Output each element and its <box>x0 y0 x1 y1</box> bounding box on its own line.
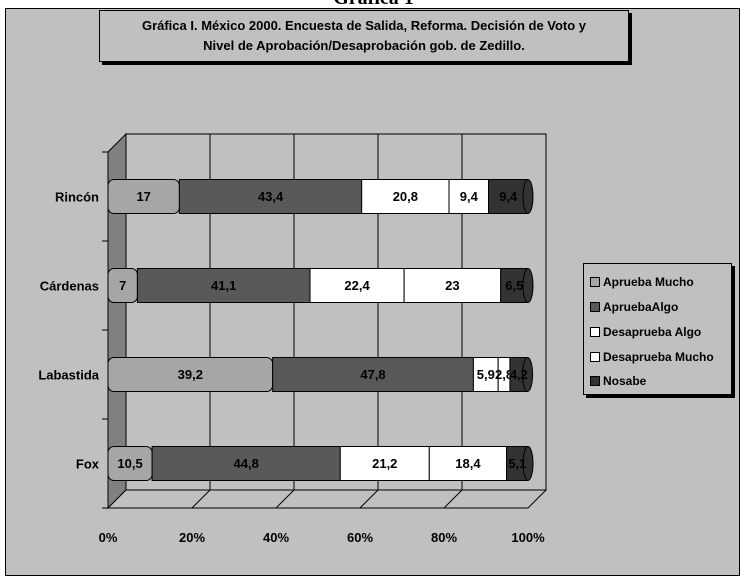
gridline-floor <box>443 489 463 509</box>
bar-segment <box>339 446 430 481</box>
data-label: 41,1 <box>211 278 236 293</box>
legend-label-desaprueba-mucho: Desaprueba Mucho <box>603 350 714 364</box>
bar-group-2: 39,2 47,8 5,9 2,84,2 <box>107 357 534 392</box>
legend-item-desaprueba-mucho: Desaprueba Mucho <box>590 347 714 367</box>
data-label: 2,8 <box>495 367 513 382</box>
bar-segment <box>151 446 341 481</box>
bar-segment <box>178 179 363 214</box>
data-label: 20,8 <box>393 189 418 204</box>
bar-segment <box>448 179 490 214</box>
data-label: 7 <box>119 278 126 293</box>
legend-label-aprueba-mucho: Aprueba Mucho <box>603 275 694 289</box>
data-label: 47,8 <box>360 367 385 382</box>
bar-group-3: 10,5 44,8 21,2 18,4 5,1 <box>107 446 534 481</box>
bar-cap <box>522 357 534 392</box>
legend-swatch-nosabe <box>590 376 600 386</box>
legend-item-desaprueba-algo: Desaprueba Algo <box>590 322 701 342</box>
gridline-floor <box>275 489 295 509</box>
data-label: 39,2 <box>178 367 203 382</box>
page-header-text: Gráfica 1 <box>0 0 747 8</box>
bar-cap <box>522 446 534 481</box>
data-label: 22,4 <box>344 278 370 293</box>
x-tick-label: 60% <box>347 530 373 545</box>
data-label: 5,9 <box>477 367 495 382</box>
legend-item-aprueba-mucho: Aprueba Mucho <box>590 272 694 292</box>
category-label: Rincón <box>55 190 99 205</box>
data-label: 9,4 <box>460 189 479 204</box>
bar-segment <box>272 357 474 392</box>
chart-title: Gráfica I. México 2000. Encuesta de Sali… <box>99 10 629 62</box>
data-label: 44,8 <box>234 456 259 471</box>
bar-group-1: 7 41,1 22,4 23 6,5 <box>107 268 534 303</box>
data-label: 18,4 <box>455 456 481 471</box>
bar-segment <box>309 268 405 303</box>
floor <box>106 489 548 509</box>
page-header: Gráfica 1 <box>0 0 747 8</box>
data-label: 4,2 <box>510 367 528 382</box>
data-label: 10,5 <box>117 456 142 471</box>
bar-segment <box>403 268 502 303</box>
bar-segment <box>361 179 450 214</box>
legend-swatch-aprueba-mucho <box>590 277 600 287</box>
gridline-floor <box>359 489 379 509</box>
legend-swatch-desaprueba-mucho <box>590 352 600 362</box>
legend-item-aprueba-algo: ApruebaAlgo <box>590 297 678 317</box>
bar-cap <box>522 268 534 303</box>
x-tick-label: 20% <box>179 530 205 545</box>
legend-label-desaprueba-algo: Desaprueba Algo <box>603 325 702 339</box>
category-label: Cárdenas <box>40 279 99 294</box>
data-label: 9,4 <box>499 189 518 204</box>
legend-item-nosabe: Nosabe <box>590 371 646 391</box>
gridline-floor <box>191 489 211 509</box>
legend-label-aprueba-algo: ApruebaAlgo <box>603 300 679 314</box>
legend-label-nosabe: Nosabe <box>603 374 647 388</box>
bar-group-0: 17 43,4 20,8 9,4 9,4 <box>107 179 534 214</box>
data-label: 21,2 <box>372 456 397 471</box>
bar-segment <box>472 357 499 392</box>
category-label: Fox <box>76 457 100 472</box>
data-label: 17 <box>136 189 150 204</box>
data-label: 23 <box>445 278 459 293</box>
data-label: 43,4 <box>258 189 284 204</box>
x-tick-label: 100% <box>511 530 545 545</box>
data-label: 5,1 <box>508 456 526 471</box>
legend-swatch-aprueba-algo <box>590 302 600 312</box>
data-label: 6,5 <box>505 278 523 293</box>
chart-title-line-2: Nivel de Aprobación/Desaprobación gob. d… <box>203 38 525 53</box>
category-label: Labastida <box>38 368 99 383</box>
chart-legend: Aprueba Mucho ApruebaAlgo Desaprueba Alg… <box>583 263 732 395</box>
bar-cap <box>522 179 534 214</box>
bar-segment <box>136 268 311 303</box>
bar-segment <box>428 446 508 481</box>
x-tick-label: 40% <box>263 530 289 545</box>
legend-swatch-desaprueba-algo <box>590 327 600 337</box>
x-tick-label: 80% <box>431 530 457 545</box>
x-tick-label: 0% <box>99 530 118 545</box>
chart-title-line-1: Gráfica I. México 2000. Encuesta de Sali… <box>141 18 587 33</box>
